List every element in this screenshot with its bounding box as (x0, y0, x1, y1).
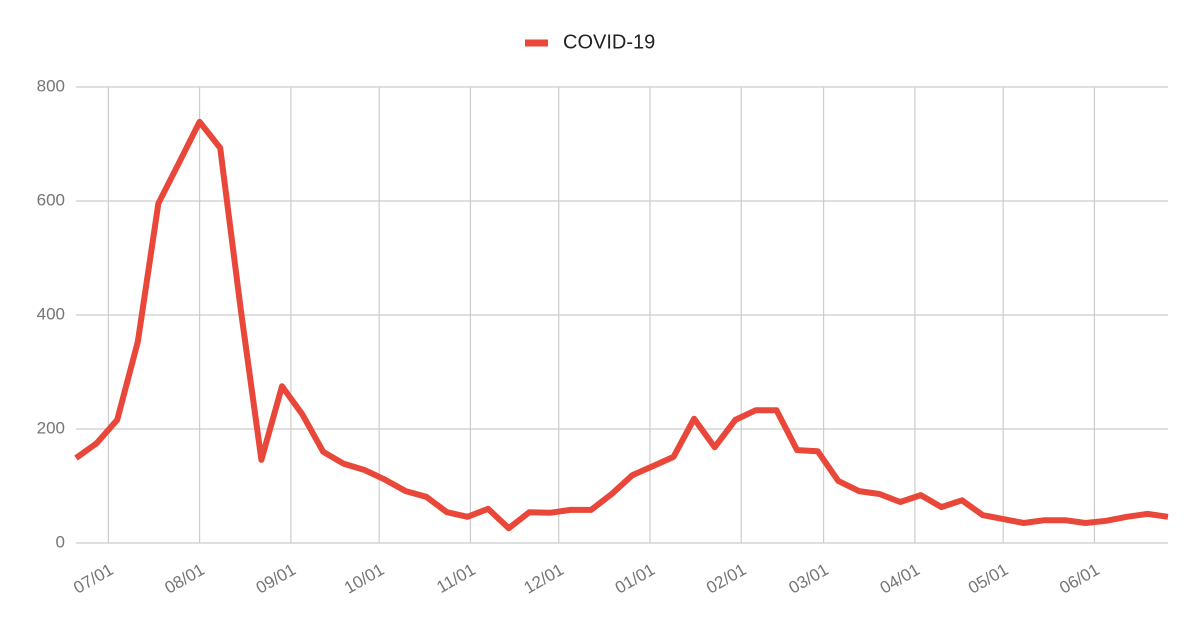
y-tick-label: 800 (37, 76, 65, 95)
x-tick-label: 07/01 (70, 560, 116, 598)
x-tick-label: 04/01 (877, 560, 923, 598)
x-tick-label: 12/01 (521, 560, 567, 598)
x-tick-label: 11/01 (433, 560, 478, 597)
x-tick-label: 03/01 (786, 560, 832, 598)
x-tick-label: 08/01 (162, 560, 208, 598)
y-tick-label: 400 (37, 304, 65, 323)
x-tick-label: 05/01 (965, 560, 1011, 598)
legend-label: COVID-19 (563, 31, 655, 53)
y-tick-label: 600 (37, 190, 65, 209)
data-line (74, 118, 1169, 532)
x-tick-label: 06/01 (1056, 560, 1102, 598)
x-tick-label: 02/01 (703, 560, 749, 598)
x-tick-label: 09/01 (253, 560, 299, 598)
x-tick-label: 10/01 (341, 560, 387, 598)
y-tick-label: 200 (37, 418, 65, 437)
x-tick-label: 01/01 (612, 560, 658, 598)
y-tick-label: 0 (56, 532, 65, 551)
